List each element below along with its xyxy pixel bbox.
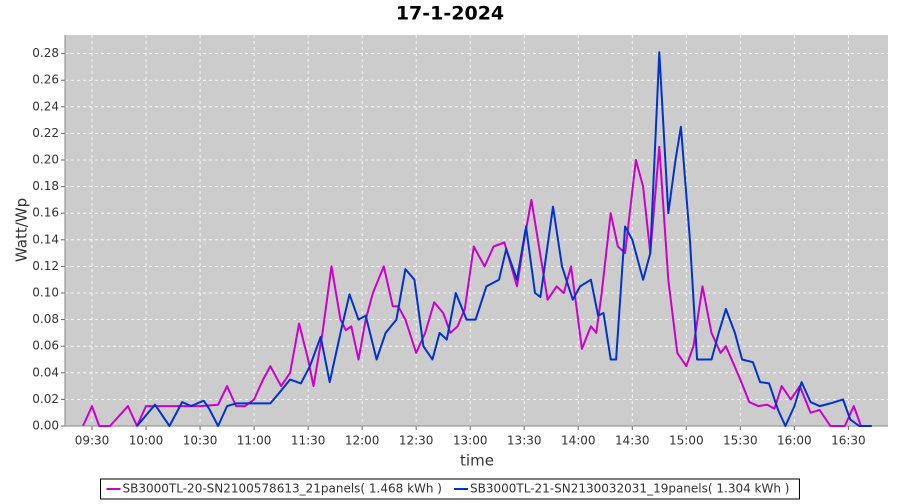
x-tick-label: 10:30 [183,434,218,448]
plot-area [65,35,888,426]
x-axis-label: time [460,452,494,470]
x-tick-label: 14:30 [615,434,650,448]
y-tick-label: 0.24 [32,99,59,113]
legend-label: SB3000TL-20-SN2100578613_21panels( 1.468… [123,482,442,496]
legend: SB3000TL-20-SN2100578613_21panels( 1.468… [100,478,800,500]
y-tick-label: 0.26 [32,73,59,87]
x-tick-label: 13:30 [507,434,542,448]
y-tick-label: 0.12 [32,259,59,273]
x-tick-label: 09:30 [75,434,110,448]
x-tick-label: 10:00 [129,434,164,448]
x-tick-label: 15:00 [669,434,704,448]
series-line [136,51,872,427]
y-tick-label: 0.02 [32,392,59,406]
y-tick-label: 0.22 [32,126,59,140]
y-tick-label: 0.18 [32,179,59,193]
x-tick-label: 14:00 [561,434,596,448]
y-axis-label: Watt/Wp [13,198,31,262]
x-tick-label: 11:30 [291,434,326,448]
y-tick-label: 0.28 [32,46,59,60]
y-tick-label: 0.08 [32,312,59,326]
x-tick-label: 16:00 [777,434,812,448]
chart-title: 17-1-2024 [396,3,504,25]
x-tick-label: 16:30 [831,434,866,448]
x-tick-label: 11:00 [237,434,272,448]
y-tick-label: 0.10 [32,286,59,300]
x-tick-label: 12:30 [399,434,434,448]
legend-label: SB3000TL-21-SN2130032031_19panels( 1.304… [470,482,789,496]
x-tick-label: 15:30 [723,434,758,448]
y-tick-label: 0.20 [32,153,59,167]
y-tick-label: 0.14 [32,232,59,246]
x-tick-label: 12:00 [345,434,380,448]
y-tick-label: 0.00 [32,419,59,433]
x-tick-label: 13:00 [453,434,488,448]
y-tick-label: 0.06 [32,339,59,353]
y-tick-label: 0.04 [32,365,59,379]
legend-box [100,478,800,500]
y-tick-label: 0.16 [32,206,59,220]
